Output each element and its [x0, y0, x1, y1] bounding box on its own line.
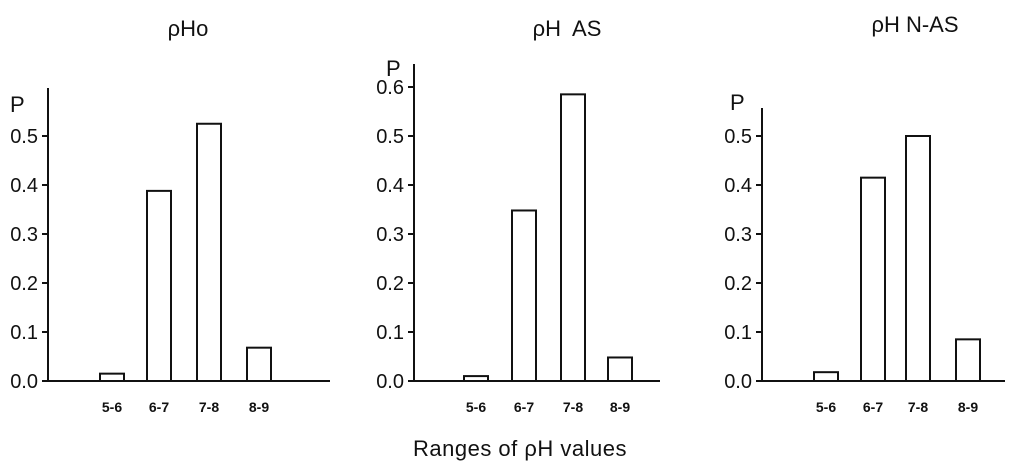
y-tick-label: 0.5: [10, 126, 38, 148]
y-tick-label: 0.2: [376, 273, 404, 295]
x-tick-label: 7-8: [199, 399, 219, 415]
y-axis-label: P: [10, 92, 25, 117]
y-tick-label: 0.5: [376, 126, 404, 148]
bar-5-6: [99, 372, 125, 382]
x-tick-label: 5-6: [816, 399, 836, 415]
x-tick-group: 5-6 6-7 7-8 8-9: [816, 399, 978, 415]
y-tick-label: 0.2: [724, 273, 752, 295]
y-tick-label: 0.0: [10, 371, 38, 393]
bar-group: [99, 122, 272, 382]
x-tick-label: 8-9: [249, 399, 269, 415]
y-axis-label: P: [386, 56, 401, 81]
bar-7-8: [905, 135, 931, 382]
bar-5-6: [813, 371, 839, 382]
y-tick-label: 0.0: [724, 371, 752, 393]
bar-5-6: [463, 375, 489, 383]
bar-group: [813, 135, 981, 383]
y-tick-label: 0.3: [724, 224, 752, 246]
panel-rhoh-n-as: ρH N-AS P 0.0 0.1 0.2 0.3 0.4 0.5 5-6 6-7 7-8 8-…: [724, 12, 1005, 415]
y-tick-group: 0.0 0.1 0.2 0.3 0.4 0.5: [10, 126, 48, 393]
y-tick-label: 0.2: [10, 273, 38, 295]
y-tick-label: 0.4: [724, 175, 752, 197]
bar-6-7: [146, 189, 172, 382]
x-tick-label: 7-8: [908, 399, 928, 415]
panel-title: ρHo: [168, 16, 209, 41]
x-tick-label: 5-6: [466, 399, 486, 415]
y-tick-label: 0.6: [376, 77, 404, 99]
panel-rhoho: ρHo P 0.0 0.1 0.2 0.3 0.4 0.5 5-6 6-7 7-8 8-9: [10, 16, 330, 415]
x-tick-label: 6-7: [863, 399, 883, 415]
bar-6-7: [511, 209, 537, 382]
panel-rhoh-as: ρH AS P 0.0 0.1 0.2 0.3 0.4 0.5 0.6 5-6 6-7 7-8 8…: [376, 16, 660, 415]
bar-8-9: [955, 338, 981, 383]
bar-6-7: [860, 176, 886, 382]
x-tick-label: 6-7: [149, 399, 169, 415]
shared-x-axis-label: Ranges of ρH values: [413, 436, 627, 461]
y-tick-label: 0.4: [376, 175, 404, 197]
x-tick-label: 6-7: [514, 399, 534, 415]
x-tick-label: 8-9: [610, 399, 630, 415]
x-tick-label: 5-6: [102, 399, 122, 415]
bar-8-9: [607, 356, 633, 383]
x-tick-label: 7-8: [563, 399, 583, 415]
y-tick-label: 0.3: [10, 224, 38, 246]
y-tick-group: 0.0 0.1 0.2 0.3 0.4 0.5: [724, 126, 762, 393]
bar-8-9: [246, 346, 272, 382]
panel-title: ρH AS: [533, 16, 602, 41]
y-tick-label: 0.1: [724, 322, 752, 344]
bar-7-8: [560, 93, 586, 382]
y-axis-label: P: [730, 90, 745, 115]
y-tick-group: 0.0 0.1 0.2 0.3 0.4 0.5 0.6: [376, 77, 414, 393]
bar-group: [463, 93, 633, 383]
y-tick-label: 0.3: [376, 224, 404, 246]
x-tick-group: 5-6 6-7 7-8 8-9: [466, 399, 630, 415]
x-tick-group: 5-6 6-7 7-8 8-9: [102, 399, 269, 415]
panel-title: ρH N-AS: [871, 12, 958, 37]
x-tick-label: 8-9: [958, 399, 978, 415]
y-tick-label: 0.1: [10, 322, 38, 344]
y-tick-label: 0.0: [376, 371, 404, 393]
bar-7-8: [196, 122, 222, 382]
y-tick-label: 0.5: [724, 126, 752, 148]
y-tick-label: 0.4: [10, 175, 38, 197]
y-tick-label: 0.1: [376, 322, 404, 344]
